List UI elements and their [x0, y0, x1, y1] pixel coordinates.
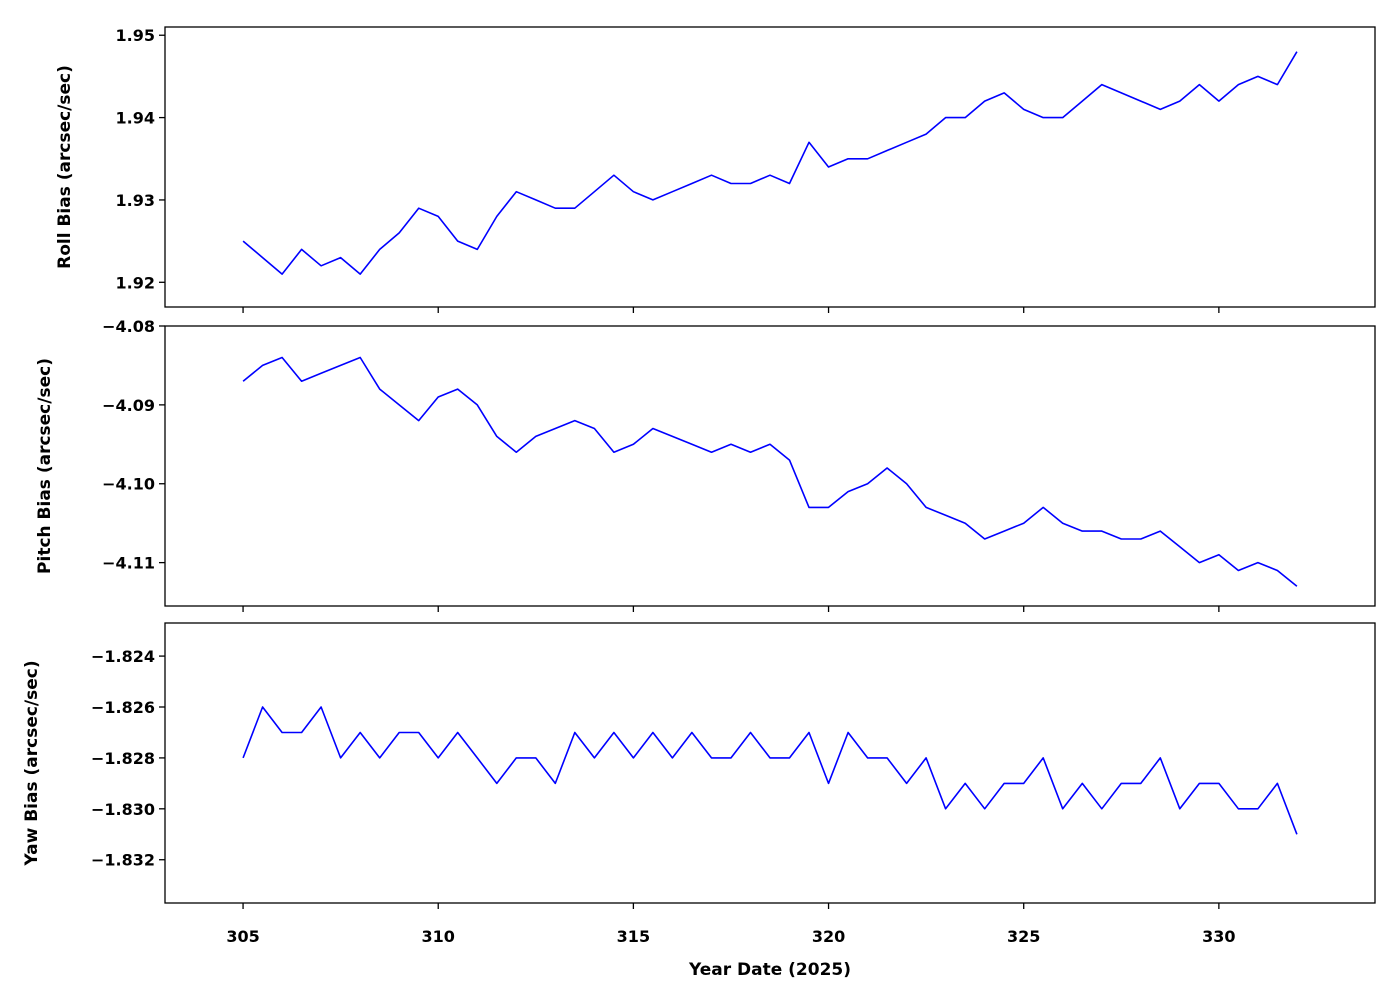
roll-y-tick-label: 1.95 [116, 26, 155, 45]
yaw-plot-frame [164, 622, 1376, 904]
x-tick-label: 330 [1202, 927, 1235, 946]
yaw-y-tick-label: −1.824 [91, 647, 155, 666]
x-tick-label: 310 [422, 927, 455, 946]
pitch-plot-frame [164, 325, 1376, 607]
pitch-y-tick-label: −4.09 [102, 396, 155, 415]
x-tick-label: 320 [812, 927, 845, 946]
x-tick-label: 315 [617, 927, 650, 946]
yaw-series-line [242, 706, 1298, 835]
yaw-y-tick-label: −1.832 [91, 851, 155, 870]
chart-panels: 1.92 1.93 1.94 1.95 Roll Bias (arcsec/sec) −4… [22, 26, 1376, 946]
roll-y-tick-label: 1.93 [116, 191, 155, 210]
pitch-y-tick-label: −4.10 [102, 475, 155, 494]
yaw-y-tick-label: −1.828 [91, 749, 155, 768]
yaw-panel: −1.824 −1.826 −1.828 −1.830 −1.832 305 310 315 3… [22, 622, 1376, 946]
roll-y-axis-label: Roll Bias (arcsec/sec) [55, 65, 75, 269]
roll-y-tick-label: 1.94 [116, 109, 155, 128]
x-axis-label: Year Date (2025) [688, 960, 851, 980]
pitch-panel: −4.08 −4.09 −4.10 −4.11 Pitch Bias (arcsec/s… [35, 317, 1376, 612]
pitch-series-line [242, 356, 1298, 587]
roll-series-line [242, 51, 1298, 275]
pitch-y-tick-label: −4.08 [102, 317, 155, 336]
pitch-y-axis-label: Pitch Bias (arcsec/sec) [35, 358, 55, 574]
yaw-y-tick-label: −1.830 [91, 800, 155, 819]
pitch-y-tick-label: −4.11 [102, 554, 155, 573]
yaw-y-tick-label: −1.826 [91, 698, 155, 717]
x-tick-label: 325 [1007, 927, 1040, 946]
yaw-y-axis-label: Yaw Bias (arcsec/sec) [22, 660, 42, 866]
roll-y-tick-label: 1.92 [116, 273, 155, 292]
x-tick-label: 305 [226, 927, 259, 946]
roll-plot-frame [164, 26, 1376, 308]
roll-panel: 1.92 1.93 1.94 1.95 Roll Bias (arcsec/sec) [55, 26, 1376, 313]
